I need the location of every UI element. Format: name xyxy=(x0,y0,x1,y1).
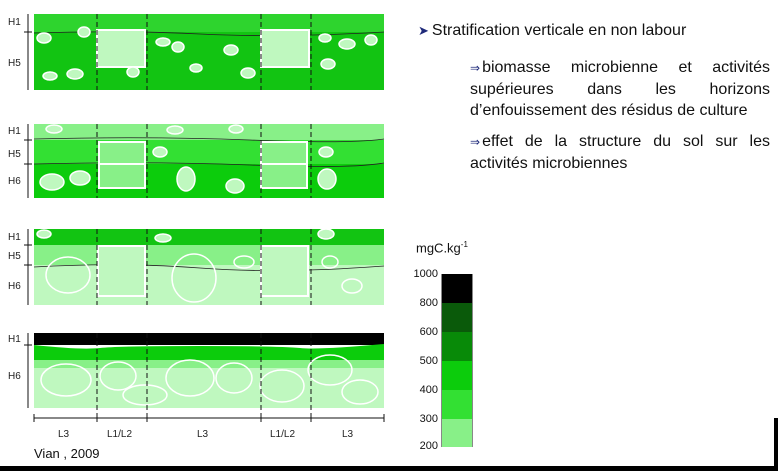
legend-swatch xyxy=(441,419,473,447)
legend-tick: 1000 xyxy=(413,268,438,280)
panel-2 xyxy=(33,124,385,198)
horizon-label: H6 xyxy=(8,176,21,187)
legend-swatch xyxy=(441,303,473,332)
soil-profile-diagram: H1 H5 H1 H5 H6 H1 H5 H6 H1 H6 L3 L1/L2 L… xyxy=(8,14,385,440)
horizon-label: H5 xyxy=(8,251,21,262)
legend-tick: 500 xyxy=(419,355,438,367)
source-citation: Vian , 2009 xyxy=(34,446,100,461)
legend-swatch xyxy=(441,274,473,303)
layer-label: L3 xyxy=(197,429,209,440)
legend-unit: mgC.kg-1 xyxy=(416,240,468,256)
implies-arrow-icon: ⇒ xyxy=(470,135,481,149)
triangle-bullet-icon: ➤ xyxy=(418,23,429,38)
horizon-label: H1 xyxy=(8,126,21,137)
horizon-label: H6 xyxy=(8,281,21,292)
layer-label: L3 xyxy=(342,429,354,440)
legend-tick: 800 xyxy=(419,297,438,309)
legend-tick: 400 xyxy=(419,384,438,396)
sub-bullet: ⇒ effet de la structure du sol sur les ac… xyxy=(470,133,770,172)
horizon-label: H1 xyxy=(8,17,21,28)
layer-label: L1/L2 xyxy=(107,429,132,440)
panel-4 xyxy=(34,333,384,408)
bullet-list: ➤ Stratification verticale en non labour … xyxy=(418,20,770,174)
legend-tick: 200 xyxy=(419,440,438,452)
panel-3 xyxy=(33,228,385,305)
depth-arrows xyxy=(24,14,32,408)
bottom-border xyxy=(0,466,778,471)
horizon-label: H5 xyxy=(8,58,21,69)
implies-arrow-icon: ⇒ xyxy=(470,61,481,75)
horizon-label: H1 xyxy=(8,232,21,243)
main-bullet: ➤ Stratification verticale en non labour xyxy=(418,22,687,39)
legend-swatch xyxy=(441,361,473,390)
sub-bullet: ⇒ biomasse microbienne et activités supér… xyxy=(470,59,770,119)
horizon-label: H5 xyxy=(8,149,21,160)
layer-dividers xyxy=(96,14,312,416)
horizon-label: H6 xyxy=(8,371,21,382)
layer-label: L1/L2 xyxy=(270,429,295,440)
color-legend: 1000 800 600 500 400 300 200 xyxy=(410,268,476,452)
panel-1 xyxy=(33,14,385,90)
legend-swatch xyxy=(441,332,473,361)
layer-label: L3 xyxy=(58,429,70,440)
legend-tick: 600 xyxy=(419,326,438,338)
horizon-label: H1 xyxy=(8,334,21,345)
legend-tick: 300 xyxy=(419,413,438,425)
layer-axis xyxy=(33,414,385,422)
legend-swatch xyxy=(441,390,473,419)
